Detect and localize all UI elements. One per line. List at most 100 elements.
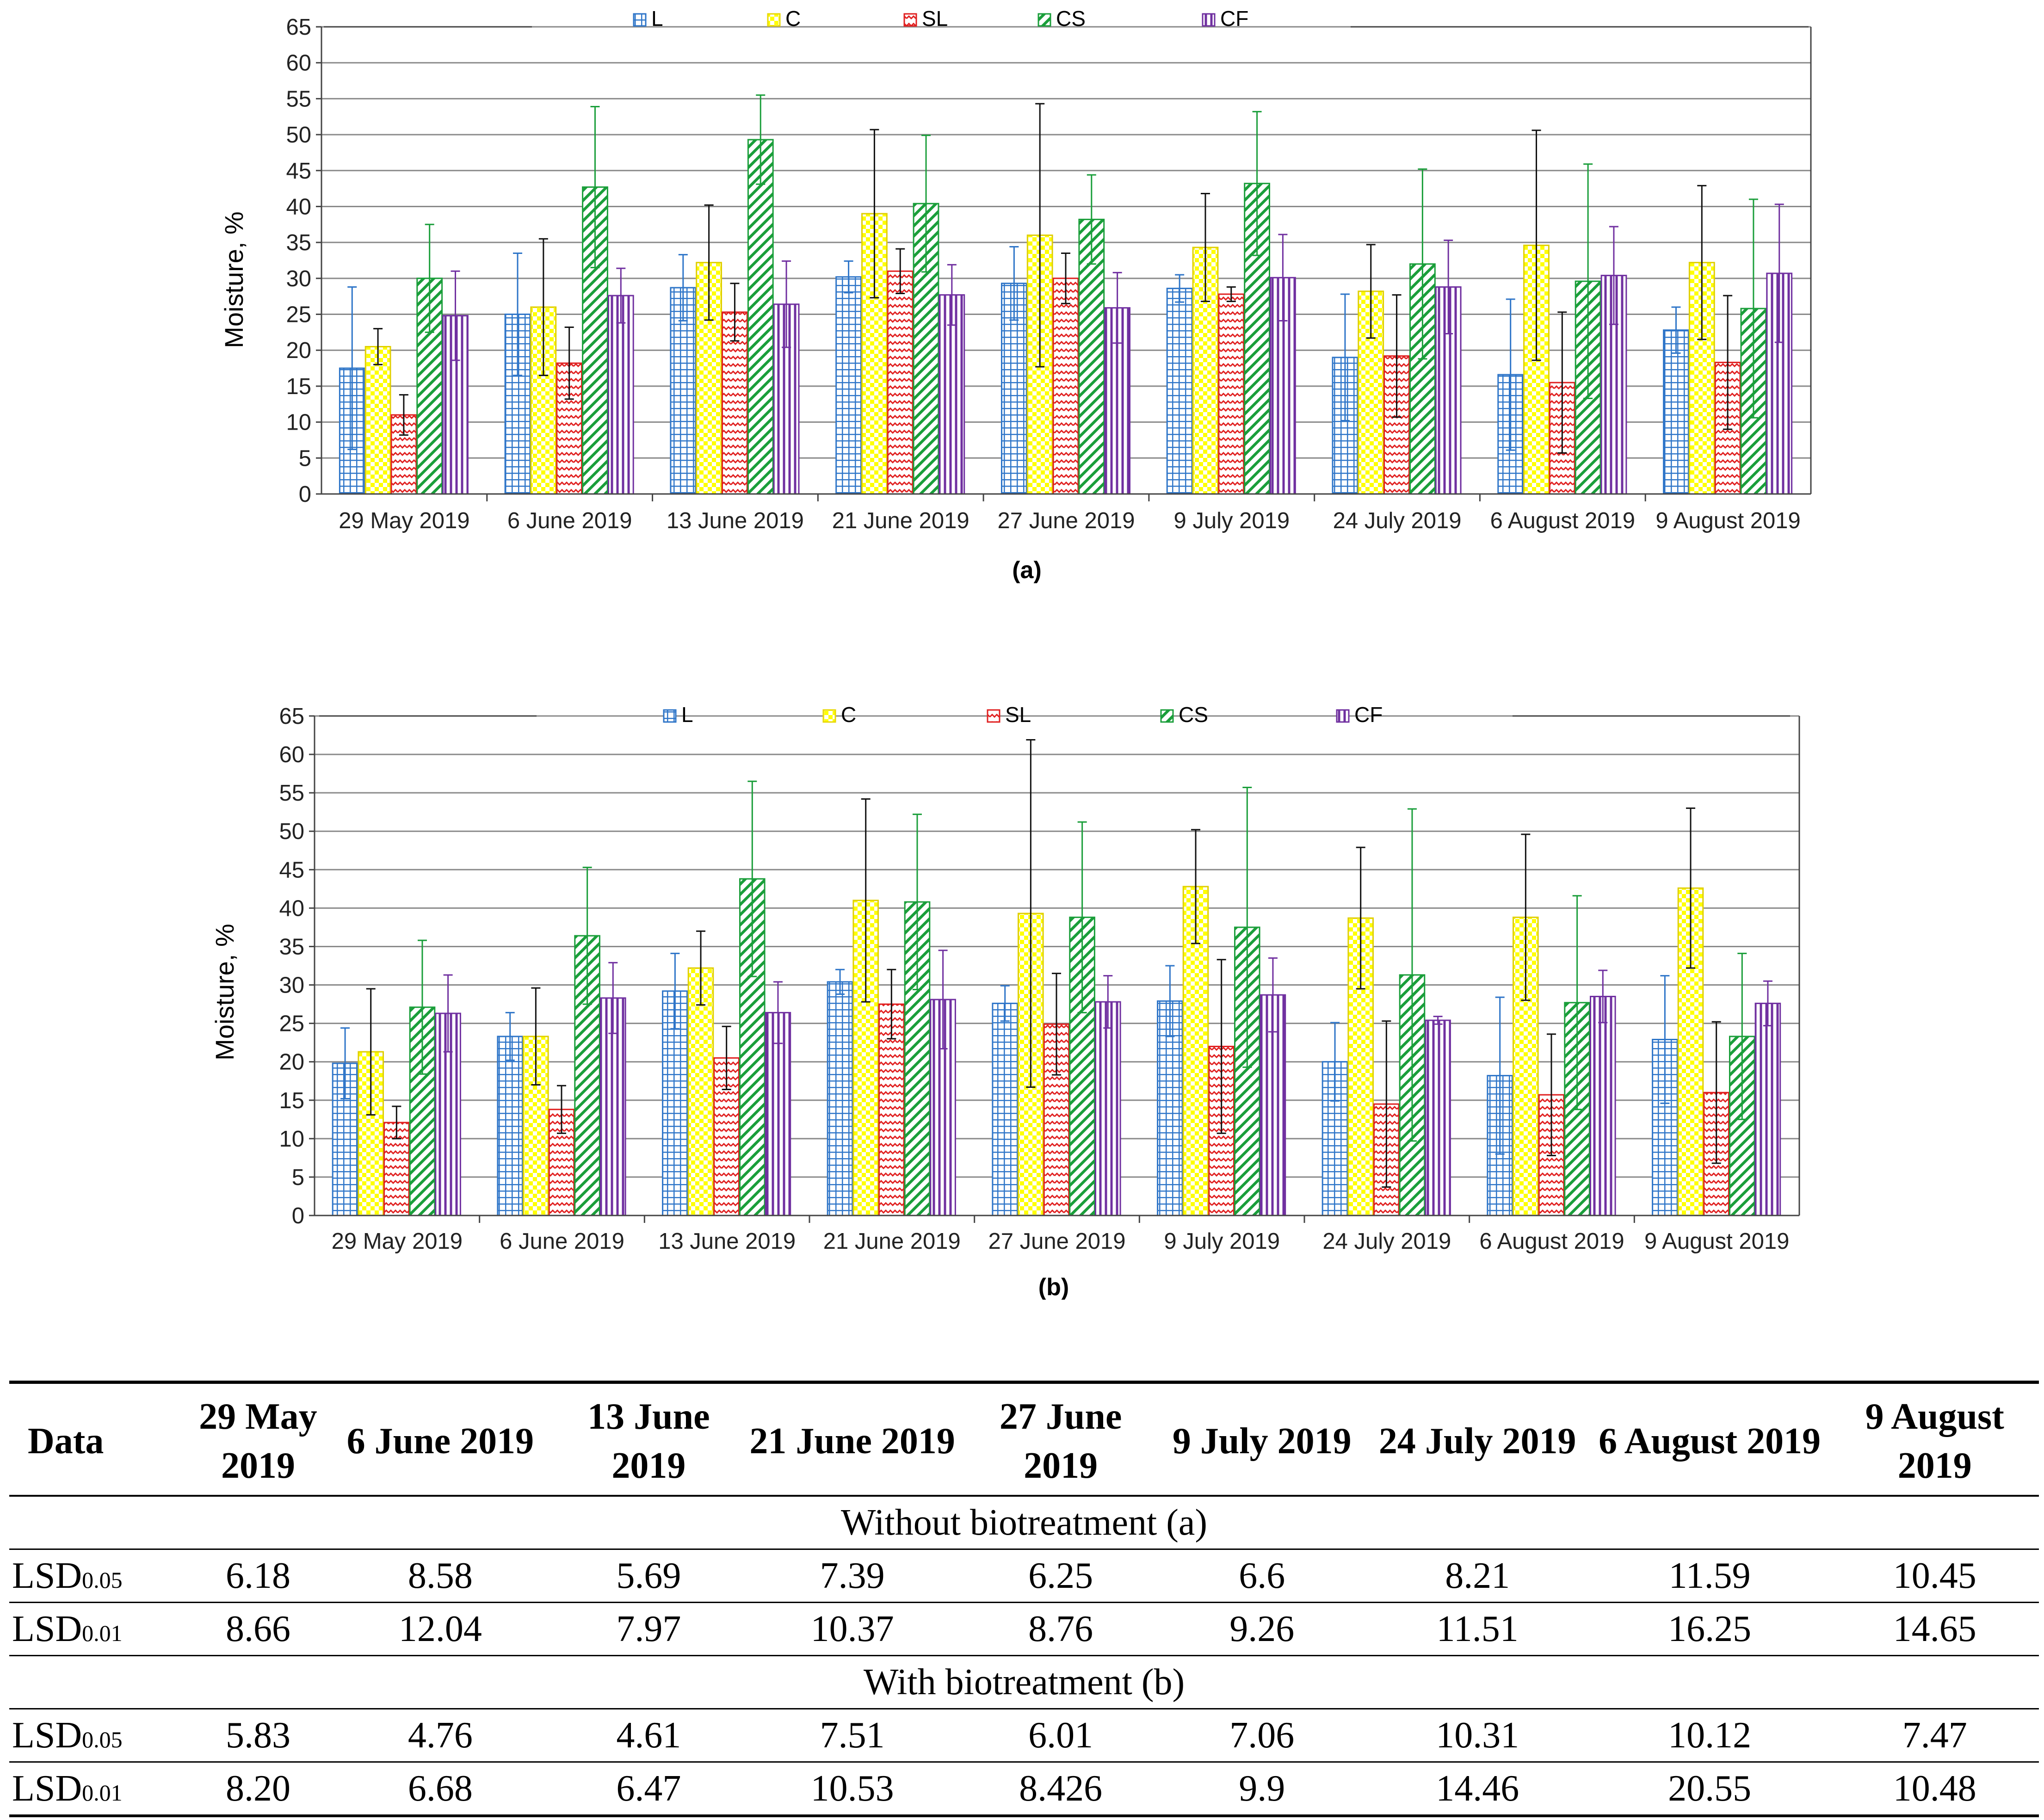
- bar-C: [687, 967, 714, 1216]
- header-cell: 6 June 2019: [346, 1421, 534, 1462]
- error-bar-SL: [1392, 294, 1402, 418]
- error-bar-SL: [1557, 311, 1567, 454]
- y-tick-label: 45: [286, 159, 311, 184]
- legend-item-CS: CS: [1037, 6, 1086, 31]
- error-bar-CS: [1737, 952, 1747, 1120]
- error-bar-CS: [1407, 808, 1417, 1142]
- table-cell: 10.48: [1830, 1762, 2039, 1817]
- bar-CF: [765, 1012, 791, 1216]
- bar-L: [1663, 329, 1689, 495]
- y-ticks: 0 5 10 15 20 25 30 35 40 45 50 55 60 65: [286, 15, 321, 507]
- table-row: LSD0.05 6.18 8.58 5.69 7.39 6.25 6.6 8.21 11.59…: [9, 1549, 2039, 1603]
- error-bar-SL: [1217, 959, 1226, 1134]
- row-label-subscript: 0.01: [82, 1620, 123, 1646]
- bar-SL: [722, 311, 748, 495]
- bar-L: [827, 981, 853, 1216]
- legend-item-SL: SL: [903, 6, 948, 31]
- header-cell: 29 May 2019: [199, 1396, 317, 1486]
- table-cell: 8.66: [191, 1602, 324, 1656]
- x-tick-label: 6 August 2019: [1479, 1229, 1624, 1254]
- header-cell: 6 August 2019: [1599, 1421, 1821, 1462]
- error-bar-CS: [1572, 895, 1582, 1111]
- table-cell: 8.20: [191, 1762, 324, 1817]
- bar-CF: [1425, 1019, 1451, 1216]
- error-bar-C: [373, 328, 383, 365]
- bar-SL: [1218, 293, 1245, 495]
- error-bar-CS: [1583, 163, 1593, 399]
- error-bar-C: [1531, 130, 1541, 361]
- error-bar-CF: [1278, 234, 1288, 322]
- legend-item-CS: CS: [1160, 703, 1208, 727]
- table-cell: 10.37: [741, 1602, 964, 1656]
- y-tick-label: 5: [292, 1165, 304, 1190]
- table-cell: 7.97: [556, 1602, 741, 1656]
- error-bar-CS: [1252, 111, 1262, 256]
- x-tick-label: 21 June 2019: [832, 508, 970, 533]
- axes: [314, 716, 1800, 1216]
- error-bar-CF: [947, 264, 957, 326]
- legend-swatch-C: [822, 709, 836, 723]
- x-ticks: 29 May 2019 6 June 2019 13 June 2019 21 Jun…: [332, 1215, 1789, 1254]
- table-cell: 10.53: [741, 1762, 964, 1817]
- error-bar-C: [1200, 192, 1210, 302]
- y-tick-label: 40: [286, 194, 311, 219]
- table-cell: 12.04: [324, 1602, 556, 1656]
- error-bar-C: [1521, 833, 1531, 1001]
- legend-swatch-CF: [1202, 13, 1216, 27]
- error-bar-CS: [590, 105, 600, 269]
- y-tick-label: 30: [286, 266, 311, 291]
- error-bar-C: [538, 238, 548, 376]
- table-header-row: Data 29 May 2019 6 June 2019 13 June 201…: [9, 1382, 2039, 1496]
- error-bar-CS: [1748, 198, 1758, 419]
- error-bar-SL: [887, 969, 896, 1040]
- table-cell: 4.76: [324, 1709, 556, 1763]
- error-bar-C: [1686, 807, 1696, 969]
- table-cell: 7.06: [1157, 1709, 1366, 1763]
- row-label-subscript: 0.05: [82, 1726, 123, 1752]
- y-tick-label: 55: [279, 781, 304, 806]
- chart-caption: (a): [1012, 557, 1042, 584]
- bar-L: [835, 276, 862, 495]
- table-cell: 7.39: [741, 1549, 964, 1603]
- error-bar-L: [505, 1012, 515, 1061]
- error-bar-SL: [1711, 1021, 1721, 1164]
- bars: [339, 139, 1793, 495]
- error-bar-L: [513, 252, 523, 376]
- chart-caption: (b): [1038, 1274, 1069, 1300]
- row-label: LSD0.05: [9, 1549, 192, 1603]
- row-label: LSD0.05: [9, 1709, 192, 1763]
- y-tick-label: 10: [286, 410, 311, 435]
- legend-swatch-SL: [903, 13, 917, 27]
- error-bar-CF: [443, 974, 453, 1053]
- section-row: With biotreatment (b): [9, 1655, 2039, 1709]
- row-label-subscript: 0.01: [82, 1779, 123, 1806]
- legend: L C SL CS CF: [324, 6, 1809, 31]
- error-bar-CF: [1112, 271, 1122, 344]
- legend-swatch-CS: [1037, 13, 1051, 27]
- header-cell: 13 June 2019: [587, 1396, 710, 1486]
- error-bar-C: [1191, 829, 1201, 944]
- table-cell: 8.58: [324, 1549, 556, 1603]
- row-label: LSD0.01: [9, 1602, 192, 1656]
- error-bars: [347, 94, 1784, 454]
- legend-label-CS: CS: [1056, 6, 1086, 31]
- section-row: Without biotreatment (a): [9, 1496, 2039, 1550]
- error-bar-L: [1330, 1022, 1340, 1102]
- error-bar-C: [366, 988, 376, 1116]
- error-bar-SL: [564, 327, 574, 400]
- y-tick-label: 50: [286, 123, 311, 148]
- error-bar-L: [835, 969, 845, 995]
- row-label: LSD0.01: [9, 1762, 192, 1817]
- x-tick-label: 9 July 2019: [1164, 1229, 1280, 1254]
- error-bar-L: [670, 952, 680, 1030]
- legend-swatch-C: [767, 13, 781, 27]
- legend: L C SL CS CF: [319, 703, 1790, 727]
- error-bar-L: [1009, 246, 1019, 321]
- x-tick-label: 24 July 2019: [1333, 508, 1462, 533]
- y-tick-label: 35: [286, 230, 311, 255]
- error-bar-C: [1035, 103, 1045, 368]
- x-tick-label: 27 June 2019: [998, 508, 1135, 533]
- legend-label-C: C: [785, 6, 801, 31]
- error-bar-CS: [1242, 787, 1252, 1068]
- row-label-subscript: 0.05: [82, 1567, 123, 1593]
